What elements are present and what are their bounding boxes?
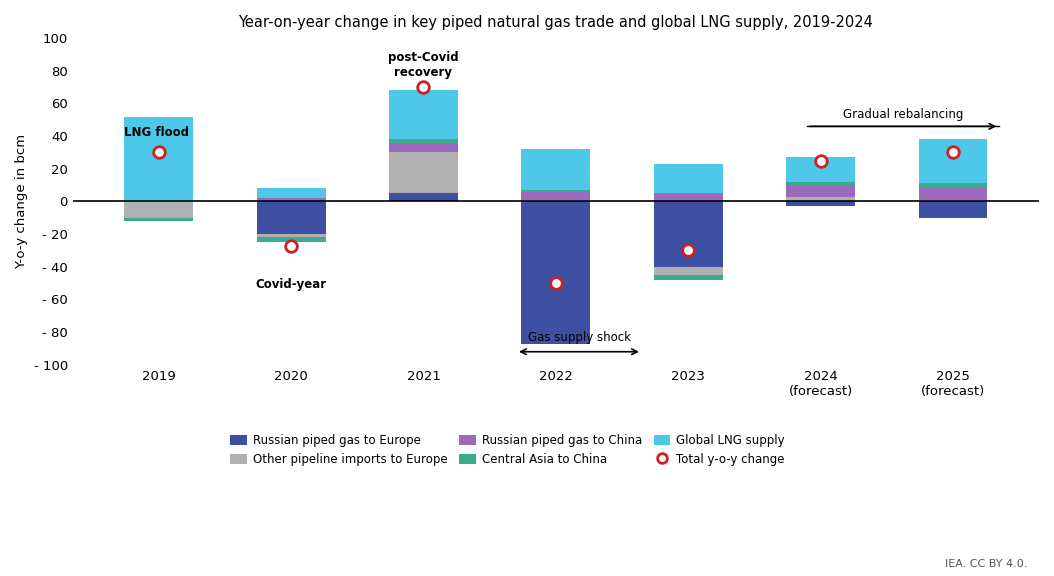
Bar: [918, 184, 988, 187]
Bar: [522, 202, 590, 343]
Title: Year-on-year change in key piped natural gas trade and global LNG supply, 2019-2: Year-on-year change in key piped natural…: [238, 15, 874, 30]
Bar: [257, 188, 326, 198]
Bar: [653, 164, 723, 194]
Point: [415, 82, 432, 92]
Bar: [389, 90, 457, 139]
Point: [151, 148, 168, 157]
Bar: [522, 190, 590, 192]
Text: post-Covid
recovery: post-Covid recovery: [388, 51, 458, 79]
Text: IEA. CC BY 4.0.: IEA. CC BY 4.0.: [945, 559, 1028, 569]
Bar: [389, 194, 457, 202]
Bar: [918, 202, 988, 218]
Legend: Russian piped gas to Europe, Other pipeline imports to Europe, Russian piped gas: Russian piped gas to Europe, Other pipel…: [226, 430, 789, 471]
Bar: [653, 202, 723, 267]
Bar: [389, 153, 457, 194]
Bar: [257, 237, 326, 242]
Bar: [918, 200, 988, 202]
Bar: [918, 139, 988, 184]
Bar: [389, 144, 457, 153]
Text: LNG flood: LNG flood: [123, 126, 189, 139]
Bar: [257, 198, 326, 202]
Bar: [124, 218, 193, 221]
Text: Gas supply shock: Gas supply shock: [528, 331, 631, 343]
Bar: [786, 185, 855, 196]
Point: [282, 241, 299, 250]
Bar: [653, 275, 723, 280]
Bar: [653, 194, 723, 202]
Bar: [257, 234, 326, 237]
Bar: [522, 200, 590, 202]
Text: Covid-year: Covid-year: [255, 278, 327, 291]
Bar: [389, 139, 457, 144]
Bar: [786, 202, 855, 206]
Bar: [522, 192, 590, 200]
Bar: [257, 202, 326, 234]
Y-axis label: Y-o-y change in bcm: Y-o-y change in bcm: [15, 134, 28, 269]
Text: Gradual rebalancing: Gradual rebalancing: [843, 108, 963, 122]
Bar: [786, 157, 855, 182]
Point: [680, 246, 697, 255]
Bar: [918, 187, 988, 200]
Bar: [522, 149, 590, 190]
Bar: [786, 196, 855, 202]
Bar: [124, 202, 193, 218]
Bar: [786, 182, 855, 185]
Point: [813, 156, 829, 165]
Point: [547, 279, 564, 288]
Bar: [653, 267, 723, 275]
Point: [944, 148, 961, 157]
Bar: [124, 116, 193, 202]
